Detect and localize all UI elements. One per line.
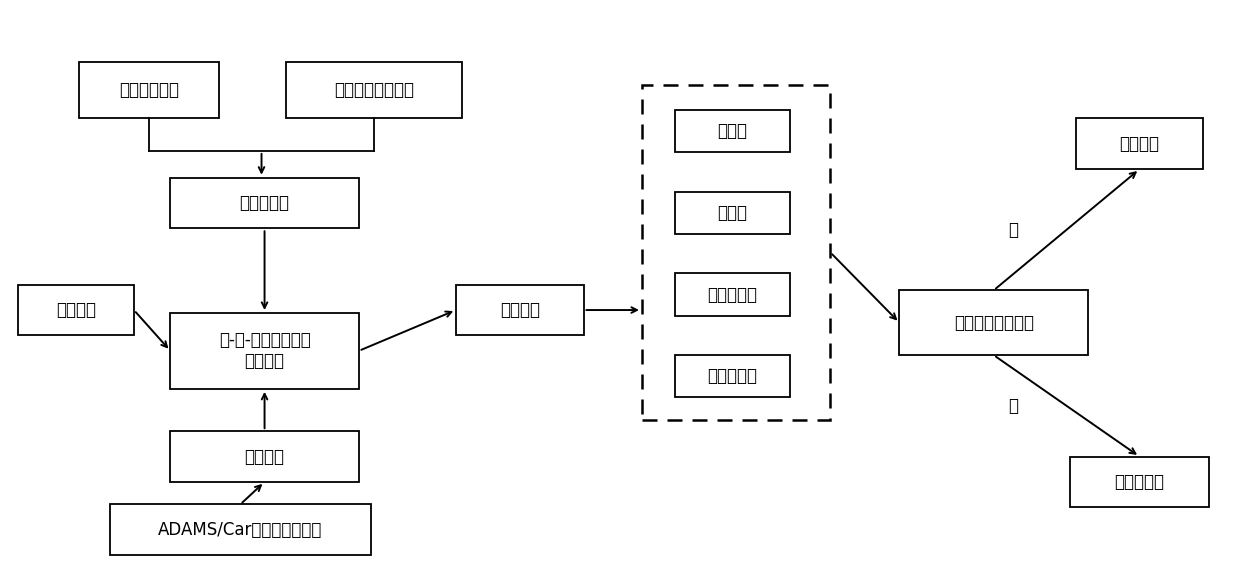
Text: 是否满足控制函数: 是否满足控制函数: [954, 314, 1034, 332]
Bar: [456, 285, 584, 335]
Text: 驾驶员模型: 驾驶员模型: [239, 194, 290, 212]
Text: 仿真输出: 仿真输出: [500, 301, 539, 319]
Text: 驱动参数文件文件: 驱动参数文件文件: [334, 81, 414, 99]
Bar: [109, 504, 371, 555]
Text: 是: 是: [1008, 221, 1018, 239]
Text: 人-车-路系统动力学
仿真平台: 人-车-路系统动力学 仿真平台: [218, 332, 310, 370]
Bar: [79, 62, 219, 118]
Bar: [1070, 457, 1209, 507]
Bar: [675, 191, 790, 234]
Bar: [285, 62, 463, 118]
Text: 侧倾角: 侧倾角: [718, 122, 748, 140]
Bar: [19, 285, 134, 335]
Text: 评价不合格: 评价不合格: [1115, 473, 1164, 491]
Text: 车辆模型: 车辆模型: [56, 301, 97, 319]
Bar: [675, 273, 790, 316]
Bar: [675, 110, 790, 152]
Text: 侧向加速度: 侧向加速度: [707, 286, 758, 304]
Bar: [170, 313, 358, 389]
Bar: [899, 290, 1087, 355]
Bar: [675, 355, 790, 397]
Text: 轮胎垂向力: 轮胎垂向力: [707, 367, 758, 385]
Text: ADAMS/Car中构建道路模型: ADAMS/Car中构建道路模型: [157, 521, 322, 539]
Text: 否: 否: [1008, 397, 1018, 415]
Text: 驾驶数据文件: 驾驶数据文件: [119, 81, 179, 99]
Bar: [642, 85, 831, 420]
Bar: [170, 431, 358, 482]
Bar: [170, 178, 358, 228]
Text: 侧滑角: 侧滑角: [718, 204, 748, 222]
Bar: [1075, 118, 1203, 169]
Text: 评价合格: 评价合格: [1120, 135, 1159, 153]
Text: 道路模型: 道路模型: [244, 447, 284, 466]
